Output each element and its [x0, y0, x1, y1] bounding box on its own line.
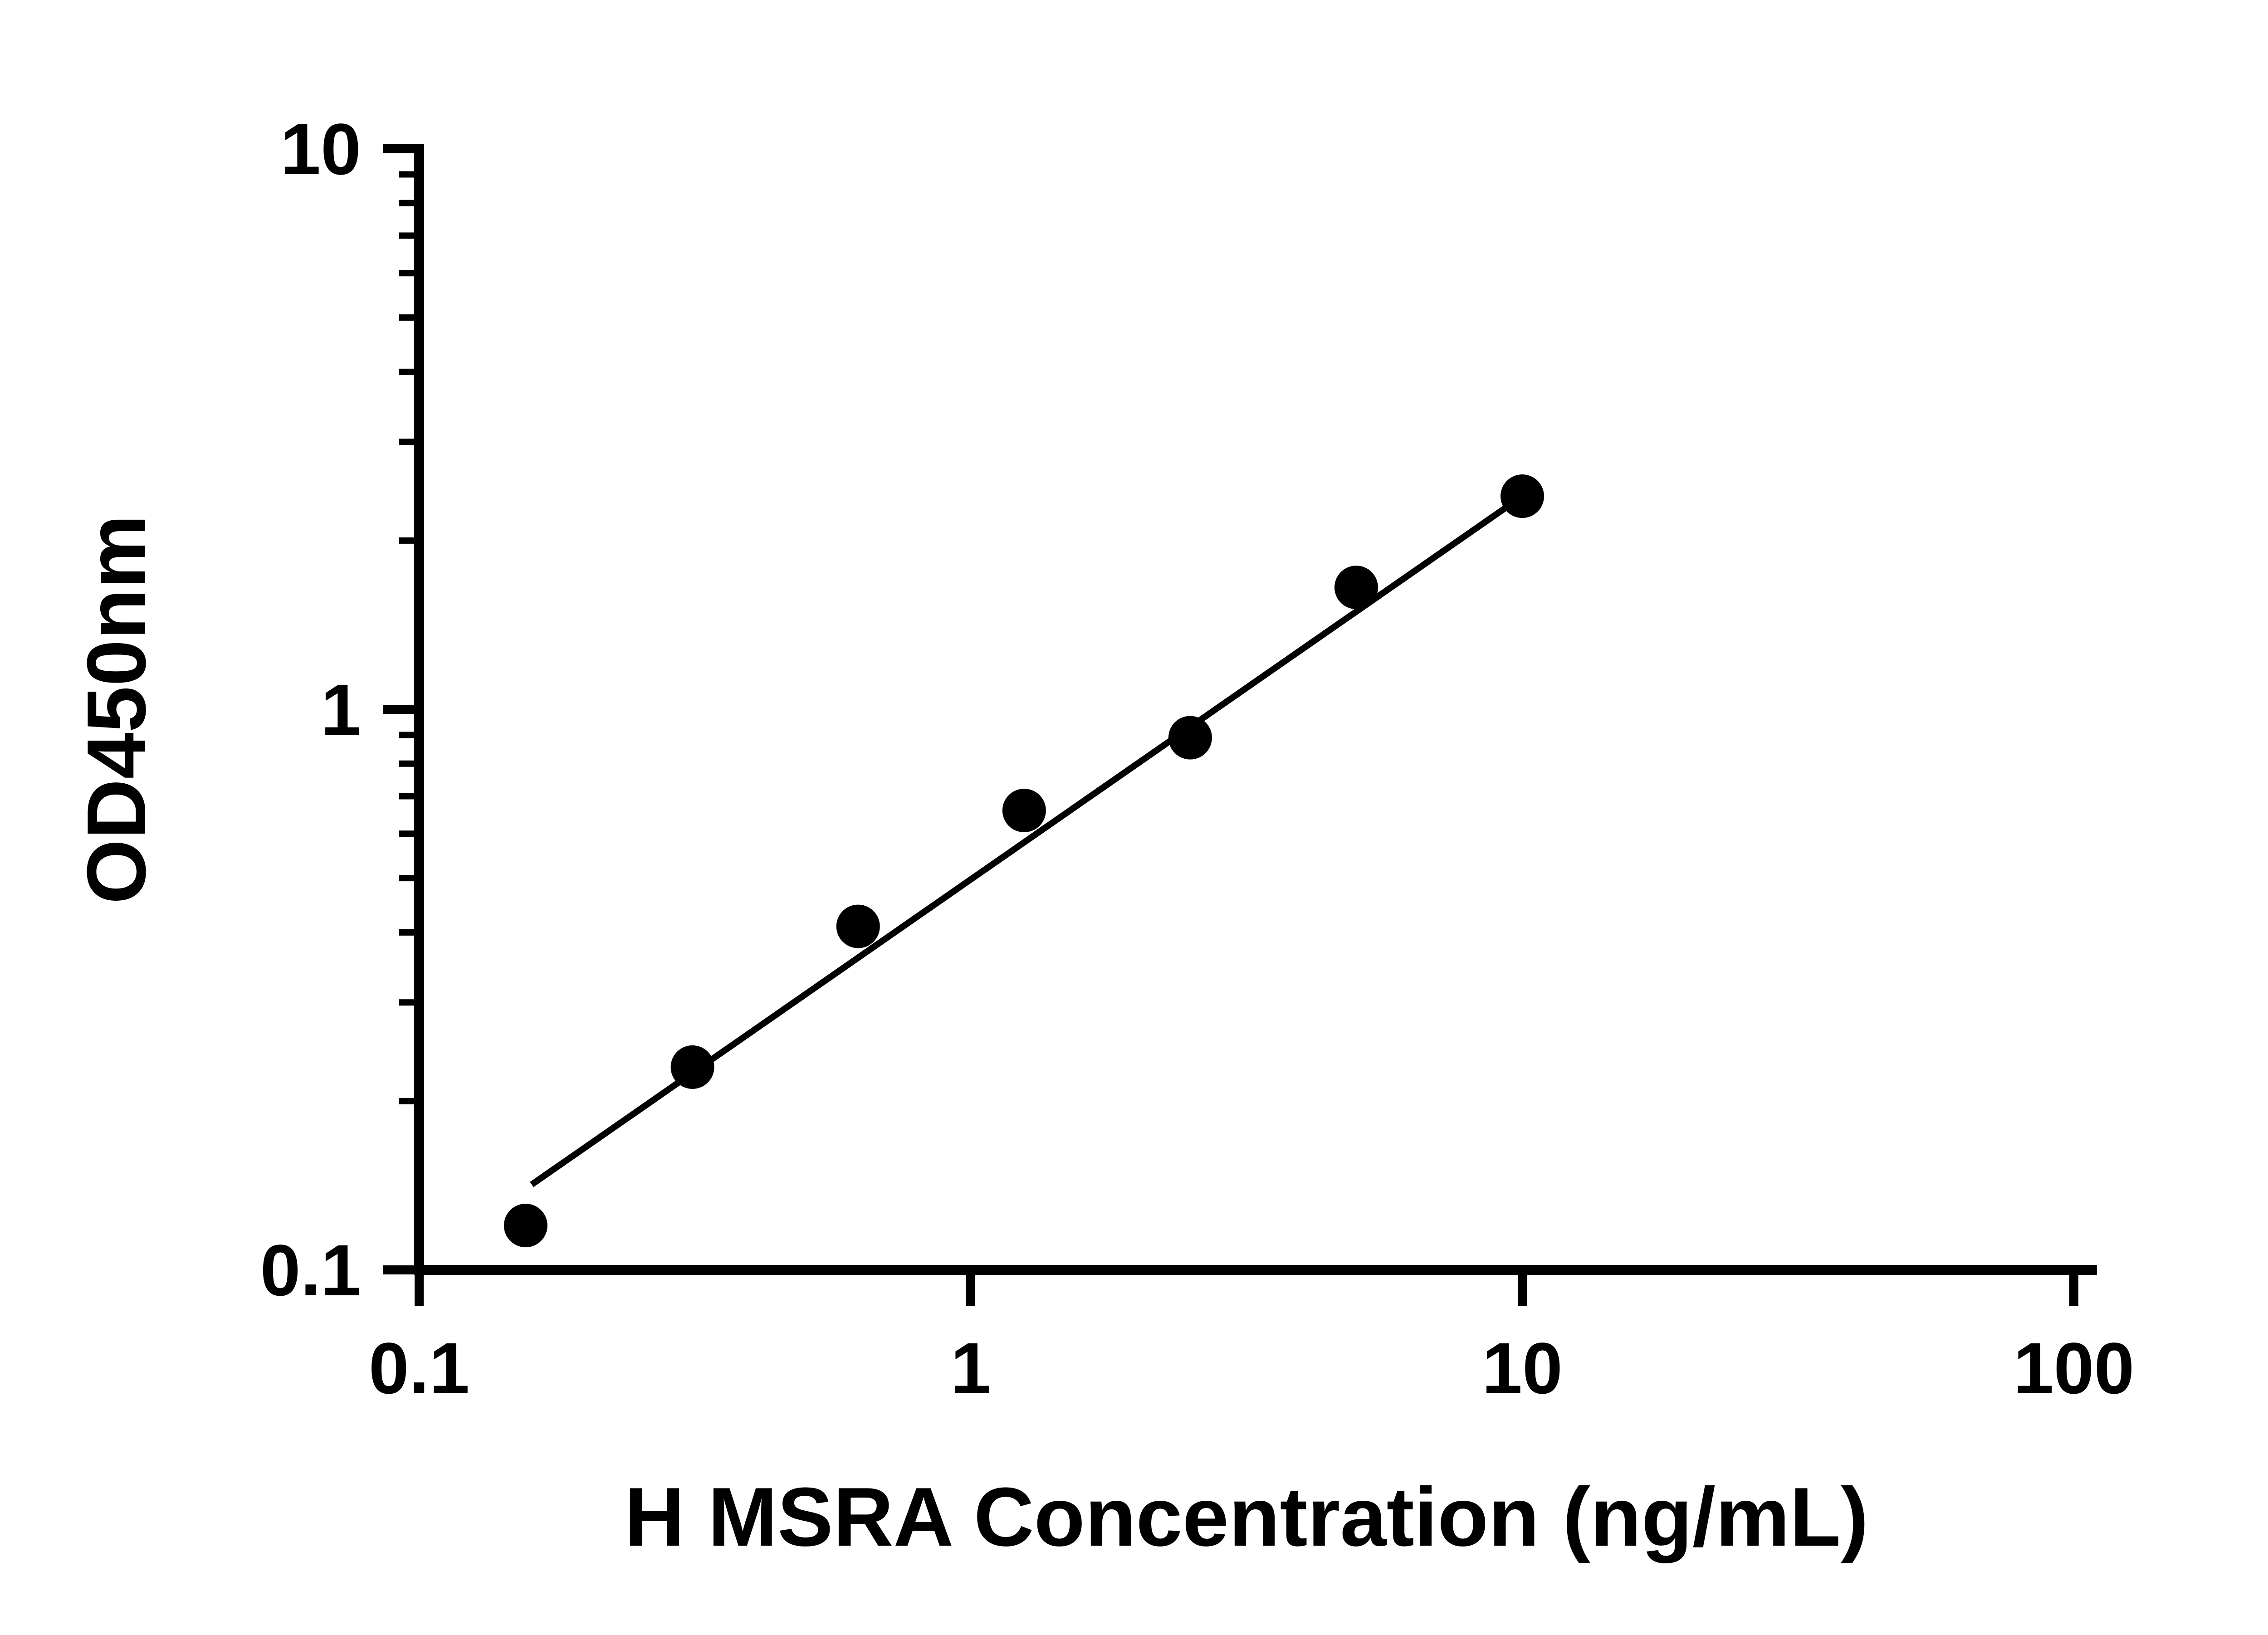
x-axis-title: H MSRA Concentration (ng/mL) — [625, 1470, 1869, 1563]
data-point — [1002, 789, 1046, 833]
x-tick-label: 0.1 — [369, 1328, 469, 1409]
x-tick-label: 1 — [951, 1328, 991, 1409]
x-tick-label: 10 — [1482, 1328, 1563, 1409]
data-point — [503, 1204, 547, 1248]
plot-area — [503, 474, 1544, 1248]
data-point — [1501, 474, 1544, 518]
y-axis-title: OD450nm — [69, 515, 163, 904]
y-tick-label: 0.1 — [260, 1230, 361, 1311]
y-tick-label: 10 — [280, 108, 361, 190]
data-point — [670, 1045, 714, 1089]
axis-spines — [414, 144, 2097, 1275]
x-tick-label: 100 — [2014, 1328, 2135, 1409]
data-point — [1168, 716, 1212, 760]
y-tick-label: 1 — [321, 669, 361, 750]
data-point — [836, 904, 880, 948]
axes: 0.1 1 10 100 0.1 1 10 — [260, 108, 2135, 1409]
data-point — [1334, 566, 1378, 610]
